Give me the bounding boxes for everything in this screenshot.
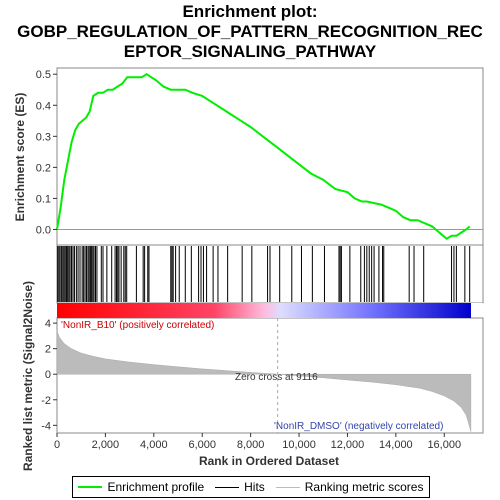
x-tick-label: 0	[54, 439, 60, 451]
es-y-tick-label: 0.4	[36, 100, 51, 112]
x-tick-label: 12,000	[331, 439, 365, 451]
x-axis-title: Rank in Ordered Dataset	[199, 454, 339, 468]
ranking-swatch-icon	[275, 486, 300, 488]
x-tick-label: 2,000	[92, 439, 120, 451]
legend-label-profile: Enrichment profile	[107, 480, 205, 494]
es-axis-title: Enrichment score (ES)	[13, 93, 27, 222]
es-y-tick-label: 0.2	[36, 162, 51, 174]
es-y-tick-label: 0.3	[36, 131, 51, 143]
positive-annotation: 'NonIR_B10' (positively correlated)	[61, 320, 214, 331]
legend-item-hits: Hits	[215, 480, 265, 494]
ranking-metric-area	[56, 330, 472, 432]
x-tick-label: 16,000	[427, 439, 461, 451]
profile-swatch-icon	[78, 486, 103, 488]
es-y-tick-label: 0.5	[36, 69, 51, 81]
legend-label-ranking: Ranking metric scores	[304, 480, 424, 494]
x-tick-label: 6,000	[188, 439, 216, 451]
es-y-tick-label: 0.0	[36, 224, 51, 236]
chart-title: Enrichment plot: GOBP_REGULATION_OF_PATT…	[17, 2, 483, 61]
rank-y-tick-label: 0	[45, 369, 51, 381]
x-tick-label: 8,000	[237, 439, 265, 451]
enrichment-profile-line	[56, 73, 471, 241]
legend-item-ranking: Ranking metric scores	[275, 480, 424, 494]
rank-y-tick-label: -2	[41, 395, 51, 407]
rank-y-tick-label: 4	[45, 318, 51, 330]
es-panel	[56, 67, 484, 246]
legend-item-profile: Enrichment profile	[78, 480, 204, 494]
rank-gradient-bar	[57, 303, 471, 318]
x-tick-label: 4,000	[140, 439, 168, 451]
x-tick-label: 14,000	[379, 439, 413, 451]
zero-cross-annotation: Zero cross at 9116	[235, 372, 318, 383]
legend-label-hits: Hits	[244, 480, 265, 494]
rank-y-tick-label: -4	[41, 420, 51, 432]
rank-axis-title: Ranked list metric (Signal2Noise)	[21, 281, 35, 471]
rank-y-tick-label: 2	[45, 344, 51, 356]
hits-swatch-icon	[215, 486, 240, 488]
negative-annotation: 'NonIR_DMSO' (negatively correlated)	[274, 421, 443, 432]
x-tick-label: 10,000	[282, 439, 316, 451]
es-y-tick-label: 0.1	[36, 193, 51, 205]
legend: Enrichment profile Hits Ranking metric s…	[72, 476, 430, 498]
